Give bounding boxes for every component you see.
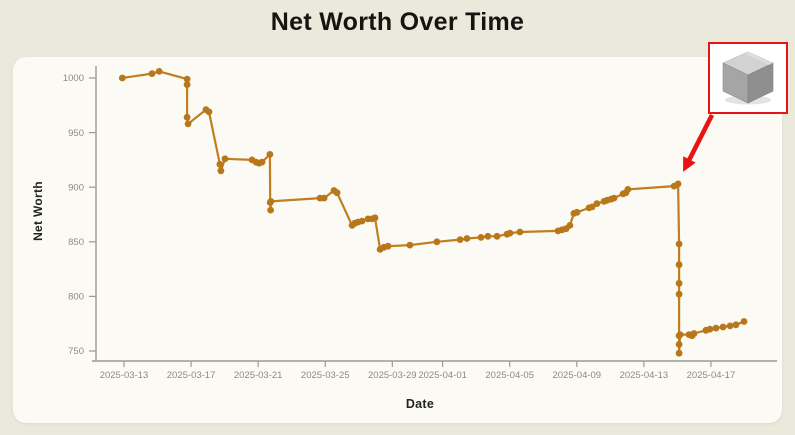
data-point xyxy=(675,349,683,357)
data-point xyxy=(358,217,366,225)
x-tick-label: 2025-03-21 xyxy=(234,370,283,381)
annotation-arrow-shaft xyxy=(685,113,715,165)
data-point xyxy=(506,229,514,237)
data-point xyxy=(675,341,683,348)
y-tick-label: 850 xyxy=(68,237,84,248)
data-point xyxy=(676,331,684,338)
x-tick-label: 2025-04-13 xyxy=(620,370,669,381)
data-point xyxy=(493,232,501,240)
y-tick-label: 800 xyxy=(68,292,84,303)
data-point xyxy=(217,167,225,175)
y-tick-label: 950 xyxy=(68,128,84,139)
data-point xyxy=(205,108,213,116)
data-point xyxy=(183,81,191,88)
x-tick-label: 2025-03-13 xyxy=(100,370,149,381)
data-point xyxy=(216,160,224,168)
y-axis-title: Net Worth xyxy=(31,181,45,241)
data-point xyxy=(726,322,734,330)
data-point xyxy=(740,318,748,325)
data-point xyxy=(593,200,601,208)
x-tick-label: 2025-04-09 xyxy=(552,370,601,381)
data-point xyxy=(712,324,720,332)
data-point xyxy=(675,279,683,287)
data-point xyxy=(675,261,683,269)
y-tick-label: 1000 xyxy=(63,73,84,84)
data-point xyxy=(573,208,581,216)
data-point xyxy=(674,180,682,188)
data-point xyxy=(267,198,275,205)
data-point xyxy=(183,75,191,83)
chart-title: Net Worth Over Time xyxy=(270,8,525,36)
data-point xyxy=(675,290,683,298)
data-point xyxy=(184,120,192,128)
annotation-image-box xyxy=(708,42,788,114)
data-point xyxy=(719,323,727,331)
data-point xyxy=(706,325,714,333)
data-point xyxy=(266,151,274,158)
x-axis-title: Date xyxy=(405,397,435,411)
data-point xyxy=(690,330,698,337)
data-point xyxy=(484,232,492,240)
x-tick-label: 2025-03-25 xyxy=(301,370,350,381)
data-point xyxy=(118,74,126,82)
data-point xyxy=(624,186,632,193)
data-point xyxy=(258,158,266,166)
annotation-arrow-head xyxy=(683,156,696,172)
data-point xyxy=(566,222,574,229)
data-point xyxy=(610,194,618,202)
data-point xyxy=(406,241,414,249)
data-point xyxy=(371,214,379,222)
x-tick-label: 2025-03-17 xyxy=(167,370,216,381)
data-point xyxy=(588,203,596,211)
data-point xyxy=(320,194,328,202)
data-point xyxy=(456,236,464,244)
data-point xyxy=(516,228,524,236)
x-tick-label: 2025-04-01 xyxy=(418,370,467,381)
data-point xyxy=(433,238,441,246)
y-tick-label: 750 xyxy=(68,346,84,357)
x-tick-label: 2025-04-17 xyxy=(687,370,736,381)
metal-cube-icon xyxy=(722,51,774,105)
data-point xyxy=(463,235,471,242)
x-tick-label: 2025-04-05 xyxy=(485,370,534,381)
series-line xyxy=(121,70,746,355)
data-point xyxy=(155,68,163,75)
data-point xyxy=(267,206,274,214)
data-point xyxy=(333,189,341,197)
x-tick-label: 2025-03-29 xyxy=(368,370,417,381)
data-point xyxy=(384,242,392,250)
chart-card xyxy=(13,57,782,423)
data-point xyxy=(148,70,156,77)
data-point xyxy=(732,321,740,329)
data-point xyxy=(477,234,485,241)
data-point xyxy=(221,155,229,163)
data-point xyxy=(675,240,683,248)
y-tick-label: 900 xyxy=(68,182,84,193)
data-point xyxy=(183,113,191,121)
